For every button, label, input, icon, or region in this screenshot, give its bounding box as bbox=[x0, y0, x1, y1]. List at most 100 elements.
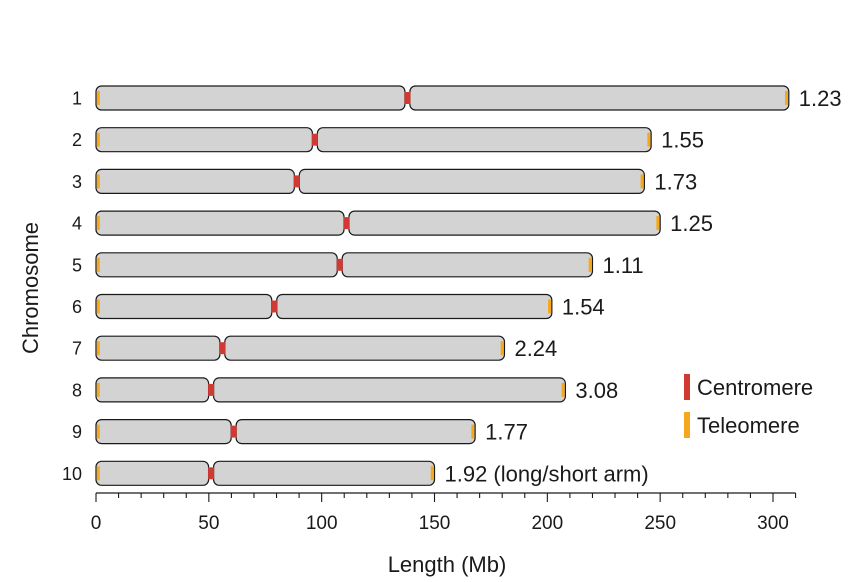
centromere-mark bbox=[219, 342, 226, 355]
telomere-end bbox=[471, 424, 475, 439]
x-tick-label: 100 bbox=[306, 513, 338, 534]
long-arm bbox=[235, 419, 476, 445]
telomere-start bbox=[96, 174, 100, 189]
short-arm bbox=[95, 377, 210, 403]
centromere-mark bbox=[343, 217, 350, 230]
legend-swatch bbox=[684, 374, 690, 400]
telomere-start bbox=[96, 341, 100, 356]
chromosome-7: 7 2.24 bbox=[72, 335, 557, 361]
chromosome-label: 2 bbox=[72, 130, 82, 150]
telomere-end bbox=[430, 466, 434, 481]
chromosome-label: 1 bbox=[72, 89, 82, 109]
short-arm bbox=[95, 293, 273, 320]
chromosome-9: 9 1.77 bbox=[72, 419, 528, 445]
arm-ratio-label: 1.11 bbox=[602, 253, 643, 278]
telomere-start bbox=[96, 257, 100, 272]
arm-ratio-label: 1.55 bbox=[661, 128, 704, 153]
telomere-end bbox=[640, 174, 644, 189]
long-arm bbox=[316, 127, 652, 153]
centromere-mark bbox=[230, 425, 237, 438]
chromosome-label: 3 bbox=[72, 172, 82, 192]
chromosome-label: 4 bbox=[72, 214, 82, 234]
chromosome-2: 2 1.55 bbox=[72, 127, 704, 153]
chromosome-label: 10 bbox=[62, 464, 82, 484]
centromere-mark bbox=[293, 175, 300, 188]
legend-item-teleomere: Teleomere bbox=[684, 412, 800, 438]
long-arm bbox=[276, 293, 553, 320]
long-arm bbox=[212, 377, 566, 403]
telomere-start bbox=[96, 91, 100, 105]
telomere-start bbox=[96, 216, 100, 231]
telomere-end bbox=[548, 299, 552, 314]
telomere-end bbox=[500, 341, 504, 356]
centromere-mark bbox=[208, 467, 215, 480]
centromere-mark bbox=[271, 300, 278, 313]
x-axis-title: Length (Mb) bbox=[388, 552, 507, 577]
x-tick-label: 250 bbox=[644, 513, 676, 534]
centromere-mark bbox=[404, 92, 411, 104]
long-arm bbox=[348, 210, 661, 236]
telomere-start bbox=[96, 132, 100, 147]
chromosome-10: 10 1.92 (long/short arm) bbox=[62, 460, 649, 486]
long-arm bbox=[341, 252, 594, 278]
short-arm bbox=[95, 460, 210, 486]
y-axis-title: Chromosome bbox=[18, 222, 43, 354]
legend-swatch bbox=[684, 412, 690, 438]
x-axis: 0 50 100 150 200 250 300 bbox=[91, 492, 797, 534]
chromosome-1: 1 1.23 bbox=[72, 85, 842, 111]
chromosome-label: 5 bbox=[72, 255, 82, 275]
telomere-end bbox=[561, 382, 565, 397]
chromosome-6: 6 1.54 bbox=[72, 293, 605, 320]
chromosome-4: 4 1.25 bbox=[72, 210, 713, 236]
legend-item-centromere: Centromere bbox=[684, 374, 813, 400]
long-arm bbox=[409, 85, 790, 111]
telomere-start bbox=[96, 382, 100, 397]
telomere-start bbox=[96, 299, 100, 314]
arm-ratio-label: 1.25 bbox=[670, 211, 713, 236]
chromosome-label: 7 bbox=[72, 339, 82, 359]
arm-ratio-label: 1.54 bbox=[562, 295, 605, 320]
chromosome-8: 8 3.08 bbox=[72, 377, 618, 403]
long-arm bbox=[224, 335, 506, 361]
x-tick-label: 300 bbox=[757, 513, 789, 534]
telomere-end bbox=[588, 257, 592, 272]
x-tick-label: 200 bbox=[531, 513, 563, 534]
short-arm bbox=[95, 335, 221, 361]
centromere-mark bbox=[208, 383, 215, 396]
short-arm bbox=[95, 419, 232, 445]
long-arm bbox=[212, 460, 436, 486]
short-arm bbox=[95, 252, 338, 278]
short-arm bbox=[95, 210, 345, 236]
chromosome-label: 8 bbox=[72, 380, 82, 400]
long-arm bbox=[298, 168, 645, 194]
centromere-mark bbox=[311, 133, 318, 146]
telomere-start bbox=[96, 466, 100, 481]
centromere-mark bbox=[336, 258, 343, 271]
x-tick-label: 50 bbox=[198, 513, 219, 534]
chromosome-3: 3 1.73 bbox=[72, 168, 697, 194]
chromosome-label: 9 bbox=[72, 422, 82, 442]
arm-ratio-label: 1.77 bbox=[485, 420, 528, 445]
legend: Centromere Teleomere bbox=[684, 374, 813, 438]
arm-ratio-label: 1.92 (long/short arm) bbox=[445, 461, 649, 486]
short-arm bbox=[95, 85, 406, 111]
x-tick-label: 150 bbox=[419, 513, 451, 534]
chromosome-5: 5 1.11 bbox=[72, 252, 644, 278]
telomere-end bbox=[647, 132, 651, 147]
arm-ratio-label: 3.08 bbox=[575, 378, 618, 403]
x-tick-label: 0 bbox=[91, 513, 102, 534]
arm-ratio-label: 1.73 bbox=[654, 169, 697, 194]
short-arm bbox=[95, 168, 295, 194]
telomere-end bbox=[656, 216, 660, 231]
legend-label: Teleomere bbox=[697, 413, 800, 438]
chromosome-label: 6 bbox=[72, 297, 82, 317]
telomere-start bbox=[96, 424, 100, 439]
arm-ratio-label: 1.23 bbox=[799, 86, 842, 111]
telomere-end bbox=[784, 91, 788, 105]
chromosome-rows: 1 1.232 1.553 1.734 1.255 1.116 1.547 2.248 3.08… bbox=[62, 85, 842, 486]
legend-label: Centromere bbox=[697, 375, 813, 400]
arm-ratio-label: 2.24 bbox=[514, 336, 557, 361]
short-arm bbox=[95, 127, 313, 153]
